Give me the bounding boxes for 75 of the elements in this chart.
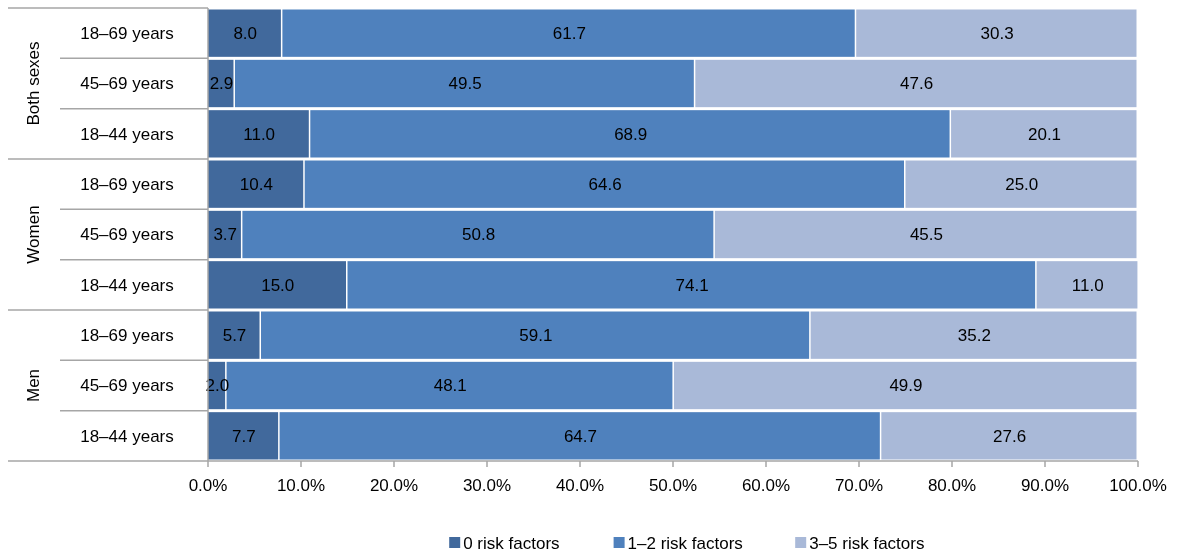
- data-label: 59.1: [519, 326, 553, 346]
- y-tick-label: 18–69 years: [80, 24, 174, 44]
- bar: [208, 311, 260, 359]
- x-tick-label: 100.0%: [1109, 476, 1167, 495]
- y-tick-label: 45–69 years: [80, 74, 174, 94]
- data-label: 3.7: [213, 225, 238, 245]
- y-tick-label: 18–69 years: [80, 175, 174, 195]
- bar: [208, 261, 346, 309]
- x-tick-label: 10.0%: [276, 476, 326, 495]
- x-tick-label: 50.0%: [648, 476, 698, 495]
- data-label: 64.6: [588, 175, 622, 195]
- x-tick-label: 80.0%: [927, 476, 977, 495]
- x-tick-label: 30.0%: [462, 476, 512, 495]
- legend-item: 1–2 risk factors: [613, 533, 743, 553]
- bar: [347, 261, 1036, 309]
- x-tick-label: 20.0%: [369, 476, 419, 495]
- data-label: 15.0: [261, 275, 295, 295]
- bar: [282, 9, 855, 57]
- bar: [208, 9, 281, 57]
- bar: [951, 110, 1137, 158]
- data-label: 25.0: [1005, 175, 1039, 195]
- bar: [261, 311, 810, 359]
- bar: [810, 311, 1137, 359]
- data-label: 7.7: [231, 426, 256, 446]
- y-tick-label: 18–69 years: [80, 326, 174, 346]
- data-label: 47.6: [900, 74, 934, 94]
- data-label: 48.1: [433, 376, 467, 396]
- x-tick-label: 40.0%: [555, 476, 605, 495]
- data-label: 35.2: [957, 326, 991, 346]
- bar: [208, 110, 309, 158]
- bar: [714, 210, 1137, 259]
- text: Both sexes: [23, 41, 43, 126]
- bar: [905, 160, 1137, 208]
- data-label: 11.0: [1071, 275, 1104, 295]
- bar: [304, 160, 904, 208]
- bar: [673, 361, 1137, 410]
- data-label: 20.1: [1027, 124, 1062, 144]
- bar: [242, 210, 714, 259]
- data-label: 61.7: [552, 24, 586, 44]
- data-label: 45.5: [909, 225, 943, 245]
- y-tick-label: 18–44 years: [80, 426, 174, 446]
- data-label: 30.3: [980, 24, 1014, 44]
- y-tick-label: 18–44 years: [80, 124, 174, 144]
- data-label: 64.7: [563, 426, 598, 446]
- data-label: 50.8: [462, 225, 496, 245]
- bar: [695, 59, 1137, 108]
- data-label: 11.0: [243, 124, 276, 144]
- bar: [279, 412, 880, 460]
- data-label: 5.7: [222, 326, 247, 346]
- data-label: 68.9: [614, 124, 648, 144]
- x-tick-label: 90.0%: [1020, 476, 1070, 495]
- data-label: 49.5: [448, 74, 482, 94]
- text: Women: [23, 205, 43, 264]
- x-tick-label: 70.0%: [834, 476, 884, 495]
- bar: [208, 412, 279, 460]
- legend-item: 0 risk factors: [449, 533, 560, 553]
- bar: [310, 110, 950, 158]
- data-label: 10.4: [239, 175, 273, 195]
- bar: [856, 9, 1137, 57]
- bar: [881, 412, 1137, 460]
- data-label: 74.1: [675, 275, 709, 295]
- data-label: 27.6: [993, 426, 1027, 446]
- x-tick-label: 0.0%: [188, 476, 228, 495]
- bar: [234, 59, 694, 108]
- bar: [208, 160, 304, 208]
- legend-item: 3–5 risk factors: [795, 533, 925, 553]
- bar: [1036, 261, 1138, 309]
- x-tick-label: 60.0%: [741, 476, 791, 495]
- y-tick-label: 18–44 years: [80, 275, 174, 295]
- data-label: 49.9: [889, 376, 923, 396]
- y-tick-label: 45–69 years: [80, 376, 174, 396]
- data-label: 8.0: [233, 24, 258, 44]
- text: Men: [23, 368, 43, 403]
- y-tick-label: 45–69 years: [80, 225, 174, 245]
- data-label: 2.9: [209, 74, 234, 94]
